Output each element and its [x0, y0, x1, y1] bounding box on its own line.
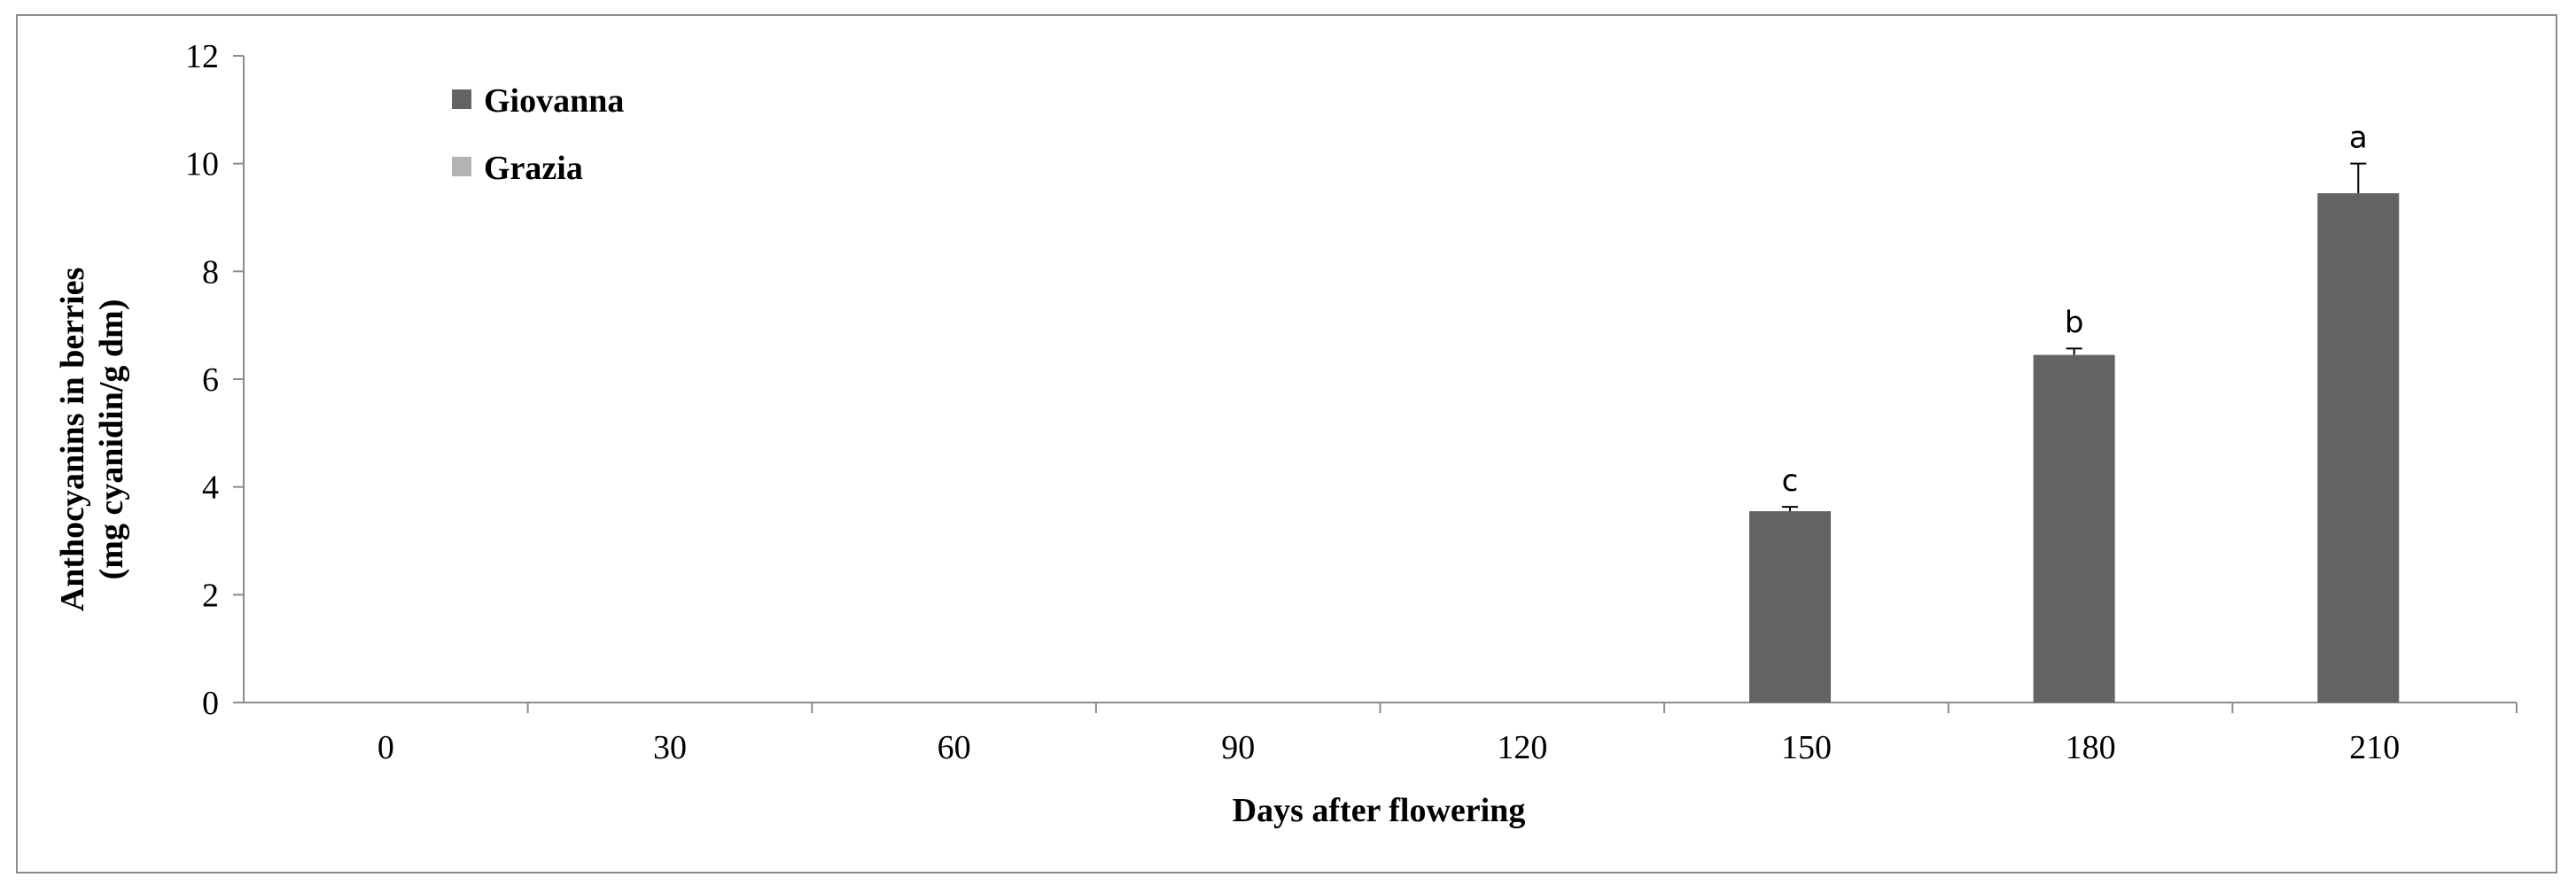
bars: c b a — [1749, 120, 2400, 703]
x-tick-label: 180 — [2066, 729, 2116, 766]
significance-label: a — [2349, 120, 2368, 156]
x-tick-label: 150 — [1781, 729, 1832, 766]
x-tick-label: 30 — [653, 729, 687, 766]
bar — [1749, 511, 1832, 703]
x-axis: 0 30 60 90 120 150 180 210 — [244, 702, 2518, 766]
legend: Giovanna Grazia — [452, 82, 624, 187]
x-tick-label: 90 — [1221, 729, 1255, 766]
bar — [2317, 193, 2400, 703]
x-tick-label: 0 — [377, 729, 394, 766]
y-axis: 0 2 4 6 8 10 12 — [185, 38, 245, 722]
y-tick-label: 6 — [202, 361, 219, 399]
y-tick-label: 12 — [185, 38, 219, 75]
significance-label: b — [2065, 305, 2084, 340]
legend-swatch-giovanna — [452, 89, 471, 109]
x-tick-label: 120 — [1497, 729, 1547, 766]
x-tick-label: 210 — [2349, 729, 2400, 766]
y-axis-title-line2: (mg cyanidin/g dm) — [93, 299, 130, 580]
y-tick-label: 0 — [202, 685, 219, 722]
bar — [2033, 354, 2115, 703]
y-tick-label: 10 — [185, 146, 219, 183]
significance-label: c — [1782, 463, 1799, 499]
legend-label-giovanna: Giovanna — [484, 82, 624, 120]
chart-frame — [16, 14, 2557, 874]
y-axis-title-line1: Anthocyanins in berries — [54, 268, 91, 611]
y-tick-label: 2 — [202, 577, 219, 614]
legend-swatch-grazia — [452, 157, 471, 176]
x-axis-title: Days after flowering — [1233, 792, 1526, 829]
y-axis-title: Anthocyanins in berries (mg cyanidin/g d… — [54, 268, 130, 611]
x-tick-label: 60 — [938, 729, 971, 766]
legend-label-grazia: Grazia — [484, 150, 583, 187]
y-tick-label: 8 — [202, 253, 219, 291]
y-tick-label: 4 — [202, 470, 219, 507]
